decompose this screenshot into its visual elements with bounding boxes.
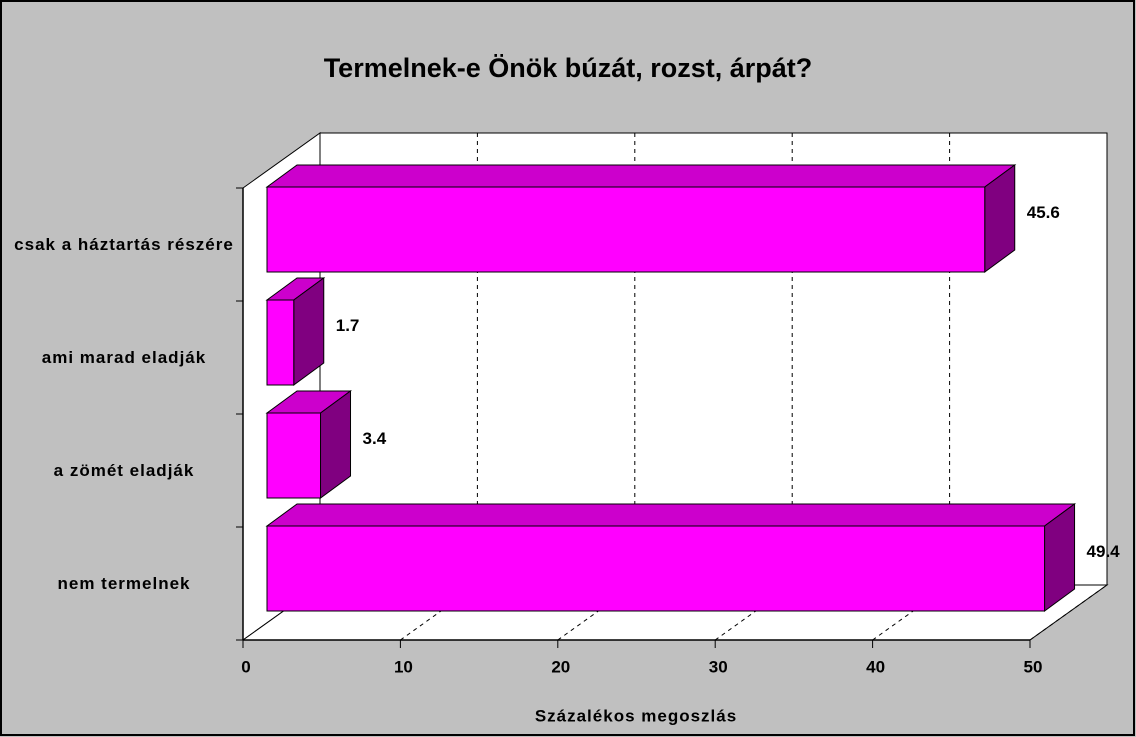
y-tick-label: ami marad eladják — [41, 347, 207, 367]
value-label: 45.6 — [1027, 203, 1060, 222]
x-tick-label: 10 — [394, 657, 413, 676]
y-tick-label: nem termelnek — [57, 573, 191, 593]
bar — [266, 412, 322, 499]
x-tick-label: 20 — [551, 657, 570, 676]
value-label: 3.4 — [363, 429, 387, 448]
chart-title: Termelnek-e Önök búzát, rozst, árpát? — [324, 53, 813, 83]
x-tick-label: 0 — [241, 657, 250, 676]
y-tick-label: csak a háztartás részére — [14, 234, 234, 254]
value-label: 49.4 — [1087, 542, 1121, 561]
bar-top — [265, 164, 1017, 188]
bar — [266, 299, 295, 386]
x-axis-title: Százalékos megoszlás — [535, 706, 737, 725]
bar — [266, 186, 986, 273]
bar — [266, 525, 1046, 612]
x-tick-label: 50 — [1024, 657, 1043, 676]
x-tick-label: 30 — [709, 657, 728, 676]
value-label: 1.7 — [336, 316, 360, 335]
y-tick-label: a zömét eladják — [53, 460, 195, 480]
x-tick-label: 40 — [866, 657, 885, 676]
bar-top — [265, 503, 1077, 527]
